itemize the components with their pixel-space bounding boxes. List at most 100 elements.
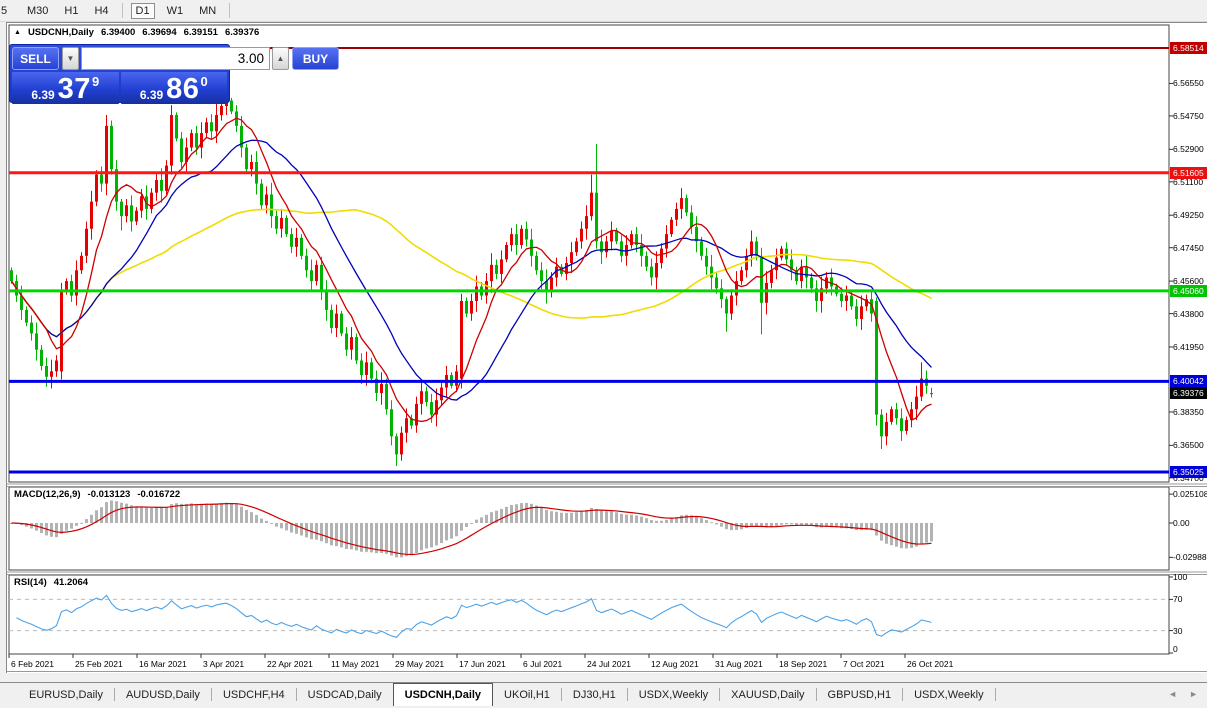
macd-axis-label: 0.00	[1173, 518, 1190, 528]
macd-axis-label: -0.029887	[1173, 552, 1207, 563]
ma-slow-line	[10, 208, 932, 338]
tab-separator	[719, 688, 721, 701]
price-level-badge: 6.40042	[1170, 375, 1207, 388]
chart-window: ▲ USDCNH,Daily 6.39400 6.39694 6.39151 6…	[6, 22, 1207, 673]
date-axis-label: 22 Apr 2021	[267, 659, 313, 669]
candlestick-chart[interactable]	[7, 23, 1207, 673]
rsi-axis-label: 30	[1173, 625, 1183, 636]
price-axis-label: 6.41950	[1173, 341, 1204, 352]
chart-tab-eurusd-daily[interactable]: EURUSD,Daily	[29, 688, 103, 701]
axis-ticks	[8, 82, 1173, 658]
price-axis-label: 6.56550	[1173, 78, 1204, 89]
chart-tab-usdx-weekly[interactable]: USDX,Weekly	[638, 688, 709, 701]
tab-separator	[113, 688, 115, 701]
date-axis-label: 17 Jun 2021	[459, 659, 506, 669]
moving-averages	[10, 117, 932, 423]
macd-signal-value: -0.016722	[137, 489, 181, 500]
date-axis-label: 18 Sep 2021	[779, 659, 828, 669]
sell-button[interactable]: SELL	[12, 47, 59, 70]
buy-price-prefix: 6.39	[139, 88, 164, 102]
sell-price-prefix: 6.39	[31, 88, 55, 102]
price-level-badge: 6.51605	[1170, 166, 1207, 179]
ohlc-high: 6.39694	[142, 27, 177, 38]
rsi-indicator	[9, 594, 1169, 638]
price-level-badge: 6.58514	[1170, 42, 1207, 54]
date-axis-label: 25 Feb 2021	[75, 659, 123, 669]
date-axis-label: 29 May 2021	[395, 659, 445, 669]
tab-separator	[560, 688, 562, 701]
volume-up-button[interactable]: ▲	[272, 47, 289, 70]
chart-tab-gbpusd-h1[interactable]: GBPUSD,H1	[827, 688, 892, 701]
toolbar-separator	[229, 3, 231, 18]
timeframe-button-mn[interactable]: MN	[199, 4, 217, 17]
date-axis-label: 16 Mar 2021	[139, 659, 187, 669]
collapse-triangle-icon[interactable]: ▲	[14, 29, 21, 36]
macd-label: MACD(12,26,9)	[14, 489, 81, 500]
rsi-axis-label: 100	[1173, 572, 1188, 582]
chart-tab-bar: EURUSD,Daily AUDUSD,Daily USDCHF,H4 USDCAD,…	[0, 682, 1207, 706]
macd-indicator	[10, 500, 933, 558]
sell-price-display[interactable]: 6.39 37 9	[12, 72, 119, 104]
timeframe-button-m30[interactable]: M30	[27, 4, 49, 17]
timeframe-button-h1[interactable]: H1	[64, 4, 79, 17]
chart-tab-usdcad-daily[interactable]: USDCAD,Daily	[307, 688, 382, 701]
macd-value: -0.013123	[87, 489, 131, 500]
date-axis-label: 26 Oct 2021	[907, 659, 954, 669]
ohlc-low: 6.39151	[183, 27, 218, 38]
buy-price-pip: 0	[200, 74, 208, 89]
date-axis-label: 6 Jul 2021	[523, 659, 563, 669]
one-click-trade-panel: SELL ▼ ▲ BUY 6.39 37 9 6.39 86 0	[9, 44, 339, 105]
chart-tab-usdx-weekly[interactable]: USDX,Weekly	[914, 688, 984, 701]
price-axis-label: 6.49250	[1173, 210, 1204, 221]
buy-button[interactable]: BUY	[292, 47, 339, 70]
rsi-value: 41.2064	[53, 577, 89, 588]
rsi-label-row: RSI(14) 41.2064	[14, 577, 88, 588]
tab-scroll-left-button[interactable]: ◄	[1168, 689, 1178, 699]
toolbar-separator	[121, 3, 123, 18]
tab-scroll-right-button[interactable]: ►	[1189, 689, 1198, 699]
price-axis-label: 6.45600	[1173, 276, 1204, 287]
date-axis-label: 24 Jul 2021	[587, 659, 631, 669]
tab-separator	[626, 688, 628, 701]
level-lines	[9, 47, 1169, 474]
price-axis-label: 6.38350	[1173, 406, 1204, 417]
timeframe-button-w1[interactable]: W1	[166, 4, 184, 17]
date-axis-label: 31 Aug 2021	[715, 659, 763, 669]
date-axis-label: 7 Oct 2021	[843, 659, 885, 669]
ohlc-close: 6.39376	[224, 27, 260, 38]
tab-separator	[210, 688, 212, 701]
timeframe-toolbar: 5 M30 H1 H4 D1 W1 MN	[0, 0, 1207, 22]
chart-tab-audusd-daily[interactable]: AUDUSD,Daily	[125, 688, 200, 701]
timeframe-button-5[interactable]: 5	[1, 4, 8, 17]
macd-axis-label: 0.025108	[1173, 489, 1207, 500]
price-axis-label: 6.36500	[1173, 440, 1204, 451]
timeframe-button-d1[interactable]: D1	[130, 2, 155, 19]
sell-price-big: 37	[57, 73, 91, 105]
buy-price-display[interactable]: 6.39 86 0	[120, 72, 227, 105]
rsi-axis-label: 0	[1173, 644, 1178, 654]
date-axis-label: 3 Apr 2021	[203, 659, 245, 669]
volume-down-button[interactable]: ▼	[62, 47, 79, 70]
chart-tab-usdchf-h4[interactable]: USDCHF,H4	[222, 688, 285, 701]
macd-label-row: MACD(12,26,9) -0.013123 -0.016722	[14, 489, 180, 500]
chart-title: ▲ USDCNH,Daily 6.39400 6.39694 6.39151 6…	[14, 27, 259, 38]
timeframe-button-h4[interactable]: H4	[94, 4, 109, 17]
price-axis-label: 6.47450	[1173, 242, 1204, 253]
ohlc-open: 6.39400	[100, 27, 136, 38]
chart-tab-usdcnh-daily[interactable]: USDCNH,Daily	[392, 683, 494, 706]
tab-separator	[902, 688, 904, 701]
volume-input[interactable]	[81, 47, 270, 70]
rsi-axis-label: 70	[1173, 594, 1183, 605]
price-axis-label: 6.54750	[1173, 110, 1204, 121]
date-axis-label: 6 Feb 2021	[11, 659, 55, 669]
ma-fast-line	[10, 117, 932, 423]
buy-price-big: 86	[166, 73, 200, 105]
price-level-badge: 6.45060	[1170, 284, 1207, 297]
chart-tab-dj30-h1[interactable]: DJ30,H1	[572, 688, 616, 701]
price-axis-label: 6.52900	[1173, 144, 1204, 155]
current-price-badge: 6.39376	[1170, 387, 1207, 400]
rsi-label: RSI(14)	[14, 577, 47, 588]
chart-tab-xauusd-daily[interactable]: XAUUSD,Daily	[731, 688, 805, 701]
chart-tab-ukoil-h1[interactable]: UKOil,H1	[504, 688, 550, 701]
